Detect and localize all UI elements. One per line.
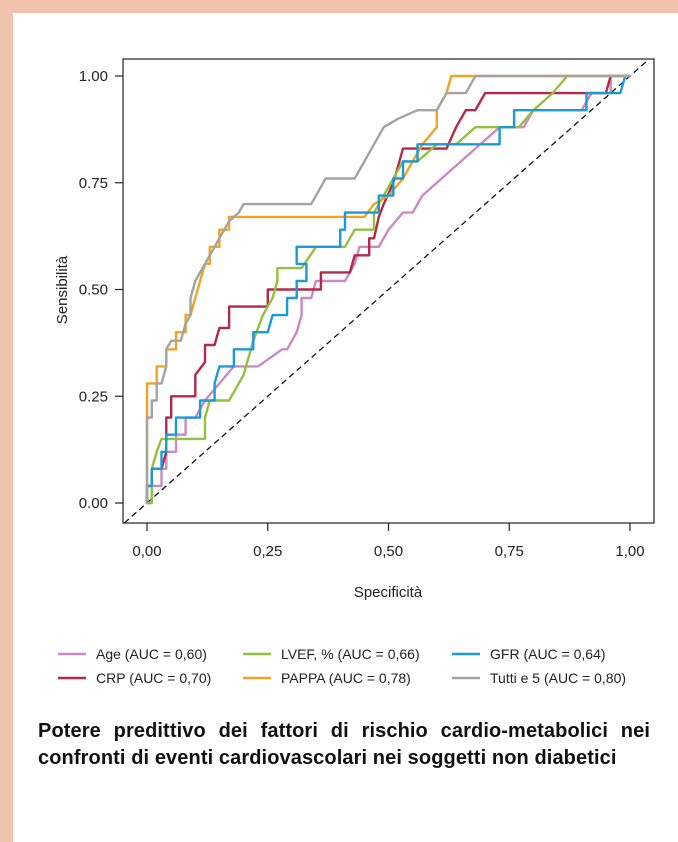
frame-left-border	[0, 0, 13, 842]
legend-label-tutti: Tutti e 5 (AUC = 0,80)	[490, 670, 626, 686]
x-axis-label: Specificità	[354, 584, 423, 601]
reference-diagonal	[123, 58, 650, 524]
legend-label-pappa: PAPPA (AUC = 0,78)	[281, 670, 411, 686]
x-tick-label: 0,00	[132, 543, 161, 560]
frame-top-border	[0, 0, 678, 13]
series-line-gfr	[145, 74, 632, 505]
legend-label-gfr: GFR (AUC = 0,64)	[490, 646, 606, 662]
series-line-tutti	[145, 74, 632, 505]
legend: Age (AUC = 0,60) LVEF, % (AUC = 0,66) GFR …	[58, 646, 626, 686]
series-line-crp	[145, 74, 632, 505]
y-tick-label: 0.25	[79, 388, 108, 405]
x-tick-label: 0,50	[374, 543, 403, 560]
x-tick-label: 1,00	[615, 543, 644, 560]
y-axis-label: Sensibilità	[54, 255, 71, 324]
series-line-lvef	[145, 74, 632, 505]
y-tick-label: 0.50	[79, 282, 108, 299]
legend-label-crp: CRP (AUC = 0,70)	[96, 670, 211, 686]
x-tick-label: 0,75	[495, 543, 524, 560]
y-tick-label: 1.00	[79, 68, 108, 85]
y-tick-label: 0.75	[79, 175, 108, 192]
legend-label-lvef: LVEF, % (AUC = 0,66)	[281, 646, 420, 662]
figure-caption: Potere predittivo dei fattori di rischio…	[38, 720, 650, 769]
legend-label-age: Age (AUC = 0,60)	[96, 646, 207, 662]
x-tick-label: 0,25	[253, 543, 282, 560]
y-tick-label: 0.00	[79, 495, 108, 512]
